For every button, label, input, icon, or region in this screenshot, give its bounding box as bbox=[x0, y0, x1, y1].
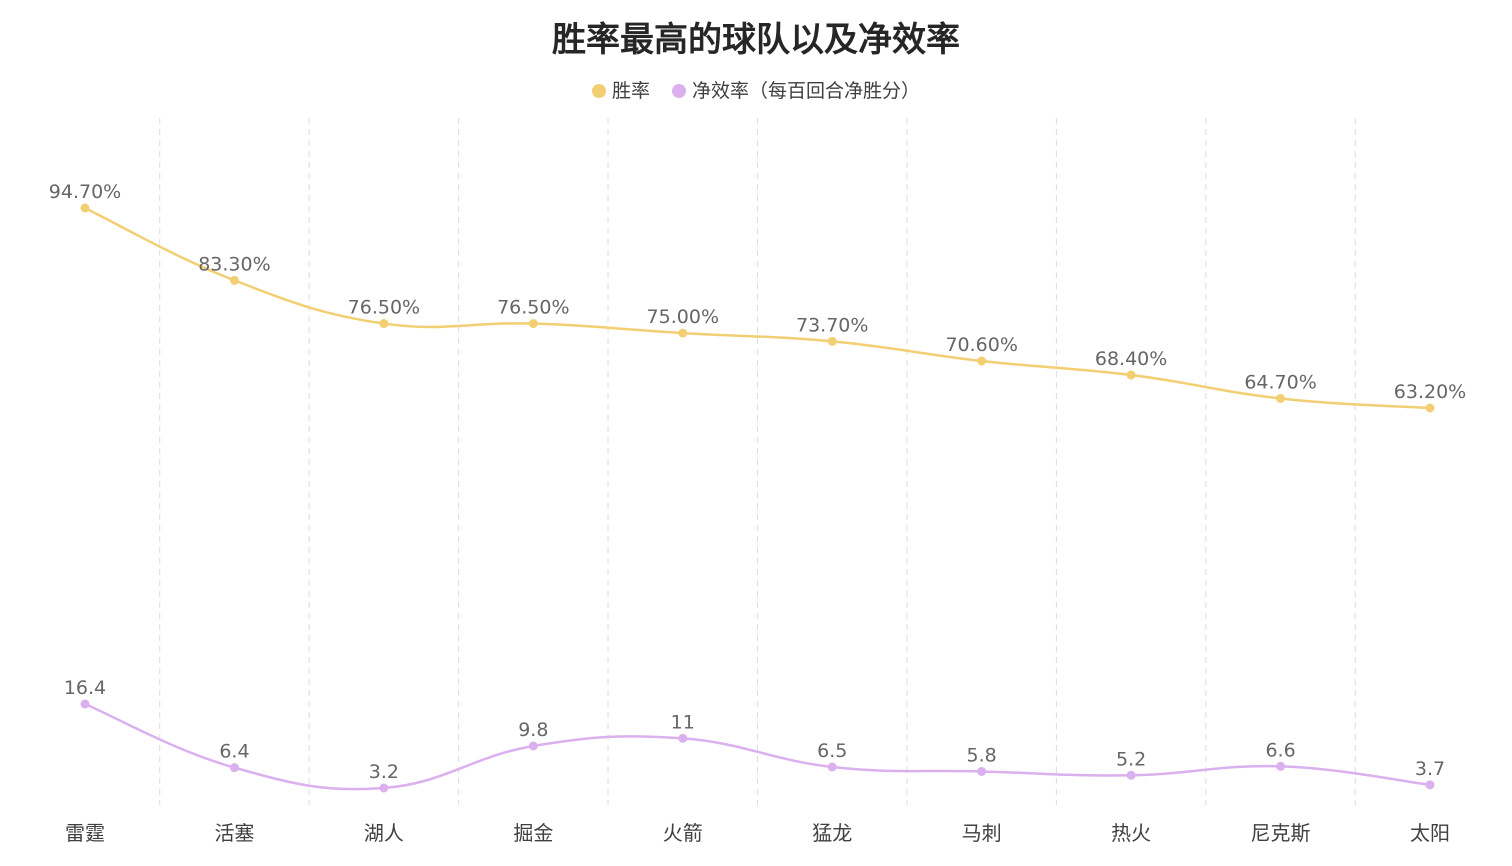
data-label: 75.00% bbox=[647, 306, 719, 328]
data-point[interactable] bbox=[977, 356, 987, 366]
x-tick-label: 活塞 bbox=[214, 821, 254, 845]
data-point[interactable] bbox=[528, 741, 538, 751]
series-line bbox=[84, 206, 1431, 410]
series-net-rating: 16.4 6.4 3.2 9.8 11 6.5 5.8 5.2 6.6 3.7 bbox=[64, 677, 1445, 793]
data-label: 73.70% bbox=[796, 314, 868, 336]
data-point[interactable] bbox=[1276, 393, 1286, 403]
data-point[interactable] bbox=[1126, 770, 1136, 780]
data-point[interactable] bbox=[1276, 761, 1286, 771]
data-point[interactable] bbox=[827, 762, 837, 772]
legend-label: 净效率（每百回合净胜分） bbox=[692, 80, 921, 102]
legend-item-net-rating[interactable]: 净效率（每百回合净胜分） bbox=[672, 76, 920, 103]
data-point[interactable] bbox=[229, 763, 239, 773]
x-tick-label: 太阳 bbox=[1410, 821, 1450, 845]
x-tick-label: 掘金 bbox=[513, 821, 553, 845]
data-label: 3.2 bbox=[369, 761, 399, 783]
data-label: 83.30% bbox=[198, 253, 270, 275]
legend-label: 胜率 bbox=[611, 80, 650, 102]
data-label: 76.50% bbox=[348, 297, 420, 319]
data-label: 6.6 bbox=[1265, 739, 1295, 761]
x-tick-label: 尼克斯 bbox=[1251, 821, 1311, 845]
x-tick-label: 雷霆 bbox=[65, 821, 105, 845]
x-tick-label: 马刺 bbox=[962, 821, 1002, 845]
data-point[interactable] bbox=[678, 733, 688, 743]
data-point[interactable] bbox=[678, 328, 688, 338]
data-point[interactable] bbox=[1425, 403, 1435, 413]
data-label: 64.70% bbox=[1244, 371, 1316, 393]
legend-dot-icon bbox=[672, 84, 687, 98]
series-line bbox=[84, 702, 1431, 791]
data-point[interactable] bbox=[528, 319, 538, 329]
data-label: 6.4 bbox=[219, 741, 249, 763]
data-label: 5.2 bbox=[1116, 748, 1146, 770]
data-point[interactable] bbox=[80, 699, 90, 709]
legend-item-win-rate[interactable]: 胜率 bbox=[591, 76, 650, 103]
series-win-rate: 94.70% 83.30% 76.50% 76.50% 75.00% 73.70% 70.6… bbox=[49, 181, 1466, 413]
x-axis: 雷霆 活塞 湖人 掘金 火箭 猛龙 马刺 热火 尼克斯 太阳 bbox=[65, 821, 1450, 845]
legend: 胜率 净效率（每百回合净胜分） bbox=[0, 76, 1512, 103]
data-label: 3.7 bbox=[1415, 758, 1445, 780]
x-tick-label: 火箭 bbox=[663, 821, 703, 845]
x-tick-label: 湖人 bbox=[364, 821, 404, 845]
data-point[interactable] bbox=[827, 336, 837, 346]
data-label: 94.70% bbox=[49, 181, 121, 203]
data-label: 16.4 bbox=[64, 677, 106, 699]
data-label: 5.8 bbox=[967, 744, 997, 766]
data-label: 9.8 bbox=[518, 719, 548, 741]
x-tick-label: 猛龙 bbox=[812, 821, 852, 845]
data-point[interactable] bbox=[229, 275, 239, 285]
data-label: 70.60% bbox=[945, 334, 1017, 356]
grid bbox=[159, 118, 1356, 805]
data-point[interactable] bbox=[1425, 780, 1435, 790]
data-label: 76.50% bbox=[497, 297, 569, 319]
data-point[interactable] bbox=[977, 766, 987, 776]
data-point[interactable] bbox=[80, 203, 90, 213]
data-label: 11 bbox=[671, 711, 695, 733]
data-label: 63.20% bbox=[1394, 381, 1466, 403]
chart-title: 胜率最高的球队以及净效率 bbox=[552, 20, 960, 60]
data-point[interactable] bbox=[379, 319, 389, 329]
data-label: 6.5 bbox=[817, 740, 847, 762]
data-label: 68.40% bbox=[1095, 348, 1167, 370]
legend-dot-icon bbox=[591, 84, 606, 98]
data-point[interactable] bbox=[1126, 370, 1136, 380]
data-point[interactable] bbox=[379, 783, 389, 793]
x-tick-label: 热火 bbox=[1111, 821, 1151, 845]
